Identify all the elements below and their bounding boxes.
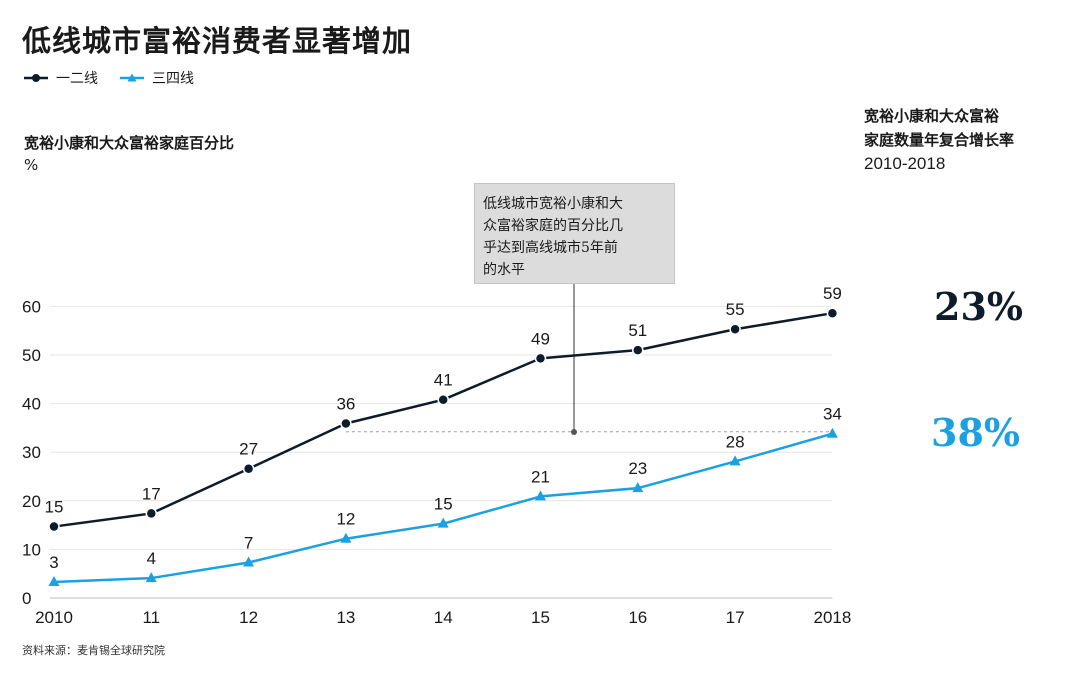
- annotation-line2: 众富裕家庭的百分比几: [483, 218, 623, 234]
- series-1-label-6: 23: [628, 459, 647, 478]
- x-tick-15: 15: [531, 608, 550, 627]
- series-0-label-1: 17: [142, 484, 161, 503]
- x-tick-11: 11: [142, 608, 160, 627]
- series-1-label-3: 12: [336, 510, 355, 529]
- series-0-label-2: 27: [239, 440, 258, 459]
- series-1-point-1: [145, 572, 157, 583]
- y-tick-60: 60: [22, 297, 41, 316]
- legend-label-tier12: 一二线: [56, 71, 98, 87]
- series-1-point-0: [48, 575, 60, 586]
- series-0-label-0: 15: [45, 498, 64, 517]
- y-tick-50: 50: [22, 346, 41, 365]
- series-1-label-7: 28: [726, 432, 745, 451]
- y-tick-0: 0: [22, 589, 31, 608]
- series-1-point-4: [437, 517, 449, 528]
- x-tick-2018: 2018: [813, 608, 851, 627]
- data-series: [48, 307, 839, 586]
- legend-label-tier34: 三四线: [152, 71, 194, 87]
- x-tick-2010: 2010: [35, 608, 73, 627]
- series-1-label-5: 21: [531, 467, 550, 486]
- annotation-pointer-dot: [571, 429, 577, 435]
- series-0-point-2: [242, 462, 255, 475]
- series-1-label-8: 34: [823, 405, 842, 424]
- legend-item-tier12: 一二线: [24, 68, 98, 88]
- x-tick-17: 17: [726, 608, 745, 627]
- series-0-label-6: 51: [628, 321, 647, 340]
- annotation-line4: 的水平: [483, 262, 525, 278]
- y-tick-40: 40: [22, 395, 41, 414]
- series-1-point-3: [340, 532, 352, 543]
- series-0-point-5: [534, 352, 547, 365]
- series-0-label-3: 36: [336, 395, 355, 414]
- y-tick-20: 20: [22, 492, 41, 511]
- x-tick-12: 12: [239, 608, 258, 627]
- series-0-point-4: [437, 393, 449, 406]
- series-1-point-6: [632, 482, 644, 493]
- series-0-label-4: 41: [434, 371, 453, 390]
- chart-title: 低线城市富裕消费者显著增加: [22, 24, 413, 58]
- series-1-point-2: [243, 556, 255, 567]
- series-0-point-1: [145, 507, 158, 520]
- source-note: 资料来源：麦肯锡全球研究院: [22, 644, 165, 657]
- legend-circle-marker-icon: [24, 74, 48, 82]
- series-0-point-7: [729, 323, 741, 335]
- annotation-line3: 乎达到高线城市5年前: [483, 240, 618, 256]
- series-0-point-0: [48, 520, 60, 533]
- x-tick-labels: 2010 11 12 13 14 15 16 17 2018: [35, 608, 851, 627]
- series-1-label-1: 4: [147, 549, 156, 568]
- cagr-heading-line1: 宽裕小康和大众富裕: [864, 107, 1000, 125]
- cagr-value-tier34: 38%: [931, 410, 1020, 455]
- x-tick-16: 16: [628, 608, 647, 627]
- cagr-value-tier12: 23%: [934, 284, 1023, 329]
- series-0-point-3: [340, 417, 352, 430]
- annotation-box: 低线城市宽裕小康和大 众富裕家庭的百分比几 乎达到高线城市5年前 的水平: [474, 183, 675, 284]
- series-1-point-7: [729, 455, 741, 466]
- legend-item-tier34: 三四线: [120, 68, 194, 88]
- cagr-period: 2010-2018: [864, 154, 946, 173]
- series-1-label-4: 15: [434, 495, 453, 514]
- y-axis-unit: %: [24, 156, 39, 174]
- legend-triangle-marker-icon: [120, 73, 144, 82]
- annotation-pointer: [571, 284, 577, 435]
- series-0-point-6: [632, 344, 644, 356]
- series-1-label-2: 7: [244, 534, 253, 553]
- y-tick-10: 10: [22, 540, 41, 559]
- series-1-label-0: 3: [49, 553, 58, 572]
- cagr-heading: 宽裕小康和大众富裕 家庭数量年复合增长率: [864, 104, 1014, 152]
- annotation-line1: 低线城市宽裕小康和大: [483, 196, 623, 212]
- y-axis-title: 宽裕小康和大众富裕家庭百分比: [24, 134, 235, 152]
- legend: 一二线 三四线: [24, 68, 216, 88]
- series-0-label-5: 49: [531, 329, 550, 348]
- series-1-point-5: [535, 490, 546, 501]
- cagr-heading-line2: 家庭数量年复合增长率: [864, 131, 1015, 149]
- x-tick-14: 14: [434, 608, 453, 627]
- y-tick-30: 30: [22, 443, 41, 462]
- y-tick-labels: 0 10 20 30 40 50 60: [22, 297, 41, 608]
- series-0-point-8: [826, 307, 839, 319]
- series-0-label-7: 55: [726, 300, 745, 319]
- gridlines: [50, 305, 833, 599]
- series-1-point-8: [826, 427, 838, 438]
- x-tick-13: 13: [336, 608, 355, 627]
- series-0-label-8: 59: [823, 284, 842, 303]
